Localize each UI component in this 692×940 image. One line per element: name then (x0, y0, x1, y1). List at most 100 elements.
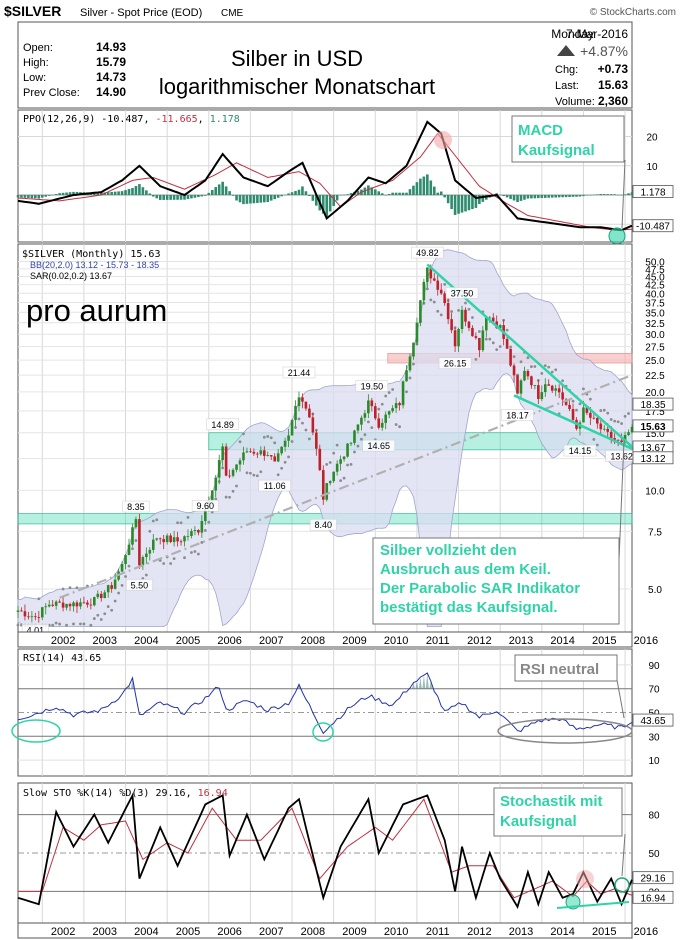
rsi-axis-tick-30: 30 (648, 732, 660, 743)
sto-legend-k: 29.16 (155, 788, 185, 799)
candle-body (169, 535, 172, 543)
price-axis-tick-47.5: 47.5 (645, 265, 665, 276)
sar-dot (491, 341, 495, 345)
ppo-histogram-bar (197, 195, 200, 198)
price-label-5.50: 5.50 (131, 580, 149, 590)
candle-body (89, 604, 93, 606)
x-tick-2013: 2013 (509, 926, 533, 938)
stat-label-2: Volume: (555, 96, 595, 108)
price-tag-last-box (632, 419, 674, 433)
candle-body (23, 611, 27, 617)
ppo-histogram-bar (273, 195, 277, 200)
price-label-box (258, 479, 291, 492)
x-tick-2004: 2004 (134, 635, 158, 647)
candle-body (86, 602, 89, 605)
rsi-axis-tick-90: 90 (648, 661, 660, 672)
ppo-histogram-bar (429, 180, 433, 196)
candle-body (148, 549, 152, 554)
ppo-histogram-bar (20, 195, 23, 198)
sar-dot (65, 623, 68, 627)
candle-body (134, 519, 138, 528)
candle-body (256, 453, 259, 455)
candle-body (131, 527, 134, 545)
ppo-axis-tick-10: 10 (646, 162, 658, 173)
candle-body (259, 450, 263, 455)
sar-dot (148, 529, 152, 533)
sar-dot (377, 407, 381, 411)
candle-body (238, 460, 242, 465)
ppo-histogram-bar (530, 195, 533, 199)
ppo-histogram-bar (308, 195, 311, 197)
candle-body (197, 530, 200, 533)
price-label-8.35: 8.35 (127, 502, 145, 512)
ppo-histogram-bar (575, 195, 578, 197)
ppo-histogram-bar (606, 194, 610, 196)
ppo-histogram-bar (27, 195, 30, 198)
candle-body (311, 417, 315, 433)
ppo-histogram-bar (54, 194, 58, 196)
stat-value-0: +0.73 (598, 62, 629, 76)
ppo-histogram-bar (262, 195, 266, 203)
candle-body (596, 417, 599, 424)
ppo-histogram-bar (207, 192, 211, 196)
price-label-box (445, 287, 479, 299)
brand-logo: pro aurum (26, 293, 167, 328)
ppo-histogram-bar (564, 195, 568, 198)
candle-body (93, 597, 96, 606)
ppo-histogram-bar (550, 195, 554, 198)
ppo-histogram-bar (214, 187, 218, 196)
sar-dot (283, 460, 287, 464)
candle-body (210, 490, 214, 501)
quote-box: Open: 14.93 High: 15.79 Low: 14.73 Prev Close:… (17, 21, 633, 109)
candle-body (373, 406, 377, 419)
candle-body (512, 365, 516, 376)
sar-dot (335, 443, 339, 447)
x-tick-2012: 2012 (467, 635, 491, 647)
candle-body (266, 455, 270, 456)
price-label-9.60: 9.60 (197, 501, 215, 511)
sto-marker-high (576, 870, 594, 888)
sar-dot (325, 463, 329, 466)
candle-body (252, 451, 256, 454)
sar-dot (592, 437, 596, 441)
sar-dot (595, 443, 599, 447)
candle-body (543, 384, 547, 393)
sar-dot (484, 337, 488, 341)
ppo-histogram-bar (328, 195, 332, 212)
ppo-histogram-bar (446, 195, 450, 204)
price-axis-tick-10.0: 10.0 (645, 486, 665, 497)
ppo-histogram-bar (148, 193, 152, 196)
ppo-annotation-line-2: Kaufsignal (518, 142, 595, 159)
price-label-21.44: 21.44 (288, 368, 311, 378)
sar-dot (339, 479, 343, 483)
sar-dot (398, 425, 401, 429)
quote-label-3: Prev Close: (23, 87, 80, 99)
ppo-histogram-bar (120, 191, 124, 196)
ppo-histogram-bar (627, 193, 630, 196)
sto-axis-tick-80: 80 (648, 811, 660, 822)
ppo-tag-ppo-box (632, 219, 674, 233)
candle-body (304, 401, 308, 409)
sar-dot (214, 497, 218, 501)
ppo-histogram-bar (34, 195, 37, 199)
sar-dot (72, 622, 75, 626)
candle-body (540, 392, 544, 400)
price-label-37.50: 37.50 (451, 288, 474, 298)
ppo-histogram-bar (127, 189, 131, 196)
x-tick-2014: 2014 (550, 635, 574, 647)
price-label-box (438, 357, 472, 369)
ppo-histogram-bar (547, 195, 551, 198)
sar-dot (405, 390, 408, 394)
candle-body (61, 602, 65, 608)
ppo-histogram-bar (16, 195, 20, 198)
candle-body (110, 585, 113, 589)
ppo-histogram-bar (512, 195, 516, 201)
candle-body (138, 519, 141, 566)
ppo-histogram-bar (145, 190, 148, 196)
sar-dot (582, 387, 585, 391)
candle-body (103, 592, 107, 599)
candle-body (217, 460, 221, 478)
ppo-histogram-bar (23, 195, 27, 198)
candle-body (481, 330, 485, 351)
sar-dot (196, 552, 200, 556)
